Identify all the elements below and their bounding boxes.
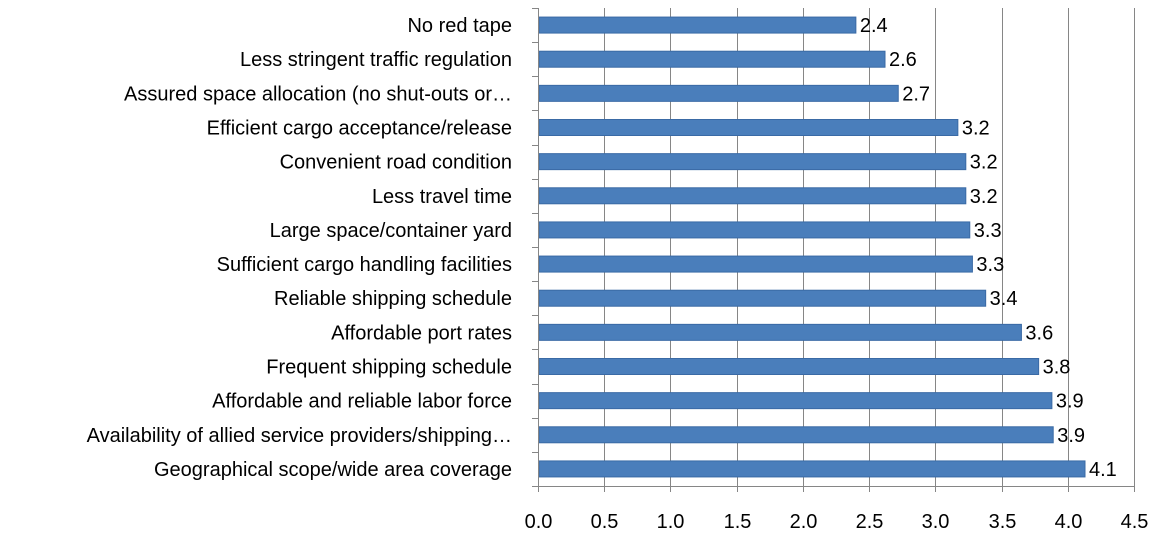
category-label: Frequent shipping schedule xyxy=(266,357,512,379)
category-label: Affordable port rates xyxy=(331,322,512,344)
data-label: 3.2 xyxy=(962,118,990,140)
data-label: 3.2 xyxy=(970,152,998,174)
data-label: 2.4 xyxy=(860,15,888,37)
bar xyxy=(538,323,1022,341)
category-label: Large space/container yard xyxy=(270,220,512,242)
bar xyxy=(538,392,1053,410)
category-label: Affordable and reliable labor force xyxy=(212,391,512,413)
data-label: 4.1 xyxy=(1089,459,1117,481)
bars xyxy=(538,16,1086,478)
bar xyxy=(538,289,987,307)
data-label: 3.3 xyxy=(974,220,1002,242)
x-tick-label: 0.0 xyxy=(525,511,553,533)
data-label: 2.7 xyxy=(902,83,930,105)
data-label: 2.6 xyxy=(889,49,917,71)
axes xyxy=(532,8,1135,492)
data-label: 3.6 xyxy=(1025,322,1053,344)
category-label: Assured space allocation (no shut-outs o… xyxy=(124,83,512,105)
data-label: 3.3 xyxy=(976,254,1004,276)
data-label: 3.8 xyxy=(1043,357,1071,379)
x-tick-label: 1.5 xyxy=(724,511,752,533)
bar xyxy=(538,187,967,205)
x-tick-label: 2.0 xyxy=(790,511,818,533)
bar xyxy=(538,221,971,239)
data-label: 3.9 xyxy=(1056,391,1084,413)
category-label: Geographical scope/wide area coverage xyxy=(154,459,512,481)
category-label: Reliable shipping schedule xyxy=(274,288,512,310)
data-label: 3.4 xyxy=(990,288,1018,310)
x-tick-label: 3.5 xyxy=(989,511,1017,533)
category-label: Efficient cargo acceptance/release xyxy=(207,118,512,140)
bar xyxy=(538,460,1086,478)
category-label: Sufficient cargo handling facilities xyxy=(217,254,512,276)
data-label: 3.9 xyxy=(1057,425,1085,447)
bar xyxy=(538,358,1040,375)
bar xyxy=(538,255,973,273)
labels: 0.0 0.5 1.0 1.5 2.0 2.5 3.0 3.5 4.0 4.5 No red tap… xyxy=(87,15,1149,533)
x-tick-label: 4.5 xyxy=(1121,511,1149,533)
bar xyxy=(538,153,967,171)
category-label: Availability of allied service providers… xyxy=(87,425,512,447)
bar xyxy=(538,119,959,136)
x-tick-label: 0.5 xyxy=(591,511,619,533)
x-tick-label: 1.0 xyxy=(657,511,685,533)
x-tick-label: 4.0 xyxy=(1055,511,1083,533)
bar xyxy=(538,50,886,68)
category-label: Less travel time xyxy=(372,186,512,208)
category-label: No red tape xyxy=(407,15,512,37)
bar xyxy=(538,16,857,34)
x-tick-label: 2.5 xyxy=(856,511,884,533)
gridlines xyxy=(604,8,1135,486)
category-label: Less stringent traffic regulation xyxy=(240,49,512,71)
data-label: 3.2 xyxy=(970,186,998,208)
bar xyxy=(538,426,1054,444)
x-tick-label: 3.0 xyxy=(922,511,950,533)
bar xyxy=(538,84,899,102)
category-label: Convenient road condition xyxy=(280,152,512,174)
